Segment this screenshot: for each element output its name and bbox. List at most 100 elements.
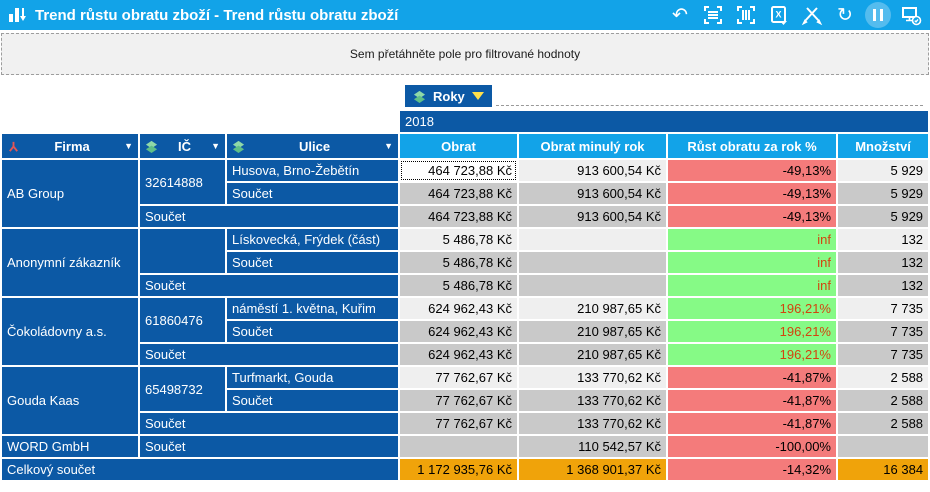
data-cell[interactable]: 196,21% — [668, 321, 836, 342]
data-cell[interactable] — [838, 436, 929, 457]
data-cell[interactable]: -100,00% — [668, 436, 836, 457]
data-cell[interactable]: 132 — [838, 275, 929, 296]
row-field-firma[interactable]: Firma ▼ — [2, 134, 138, 158]
data-cell[interactable]: 133 770,62 Kč — [519, 390, 666, 411]
data-cell[interactable]: inf — [668, 275, 836, 296]
data-cell[interactable]: 5 929 — [838, 206, 929, 227]
grand-total-cell[interactable]: -14,32% — [668, 459, 836, 480]
row-header-ic[interactable]: 61860476 — [140, 298, 225, 342]
data-cell[interactable]: 5 929 — [838, 183, 929, 204]
grand-total-cell[interactable]: 1 172 935,76 Kč — [400, 459, 517, 480]
row-header-street[interactable]: Husova, Brno-Žebětín — [227, 160, 398, 181]
data-cell[interactable] — [519, 229, 666, 250]
row-field-ic[interactable]: IČ ▼ — [140, 134, 225, 158]
data-cell[interactable]: 210 987,65 Kč — [519, 298, 666, 319]
column-field-roky[interactable]: Roky — [405, 85, 492, 107]
data-cell[interactable]: 624 962,43 Kč — [400, 344, 517, 365]
data-cell[interactable]: 77 762,67 Kč — [400, 390, 517, 411]
row-field-ulice[interactable]: Ulice ▼ — [227, 134, 398, 158]
data-cell[interactable]: 77 762,67 Kč — [400, 367, 517, 388]
subtotal-cell[interactable]: Součet — [227, 183, 398, 204]
column-drop-zone[interactable] — [495, 104, 924, 106]
data-cell[interactable]: 7 735 — [838, 298, 929, 319]
data-cell[interactable]: 132 — [838, 252, 929, 273]
data-cell[interactable]: 133 770,62 Kč — [519, 367, 666, 388]
data-cell[interactable]: 913 600,54 Kč — [519, 160, 666, 181]
data-cell[interactable]: 624 962,43 Kč — [400, 321, 517, 342]
data-cell[interactable]: inf — [668, 252, 836, 273]
grand-total-header[interactable]: Celkový součet — [2, 459, 398, 480]
collapse-columns-icon[interactable] — [733, 2, 759, 28]
measure-header-mnozstvi[interactable]: Množství — [838, 134, 929, 158]
data-cell[interactable]: 464 723,88 Kč — [400, 160, 517, 181]
row-header-street[interactable]: náměstí 1. května, Kuřim — [227, 298, 398, 319]
data-cell[interactable]: 210 987,65 Kč — [519, 321, 666, 342]
measure-header-rust-obratu[interactable]: Růst obratu za rok % — [668, 134, 836, 158]
measure-header-obrat[interactable]: Obrat — [400, 134, 517, 158]
data-cell[interactable]: 133 770,62 Kč — [519, 413, 666, 434]
data-cell[interactable]: -49,13% — [668, 160, 836, 181]
firma-dropdown-icon[interactable]: ▼ — [124, 141, 133, 151]
subtotal-cell[interactable]: Součet — [140, 275, 398, 296]
data-cell[interactable]: -41,87% — [668, 413, 836, 434]
ulice-dropdown-icon[interactable]: ▼ — [384, 141, 393, 151]
data-cell[interactable]: 132 — [838, 229, 929, 250]
data-cell[interactable]: -41,87% — [668, 367, 836, 388]
row-header-street[interactable]: Turfmarkt, Gouda — [227, 367, 398, 388]
row-header-company[interactable]: Čokoládovny a.s. — [2, 298, 138, 365]
undo-icon[interactable]: ↶ — [672, 4, 688, 26]
data-cell[interactable]: -49,13% — [668, 183, 836, 204]
data-cell[interactable]: 196,21% — [668, 298, 836, 319]
pause-icon[interactable] — [865, 2, 891, 28]
design-icon[interactable] — [799, 2, 825, 28]
data-cell[interactable]: 110 542,57 Kč — [519, 436, 666, 457]
data-cell[interactable] — [400, 436, 517, 457]
data-cell[interactable]: -41,87% — [668, 390, 836, 411]
export-excel-icon[interactable]: X — [766, 2, 792, 28]
row-header-ic[interactable]: 65498732 — [140, 367, 225, 411]
device-status-icon[interactable] — [898, 2, 924, 28]
data-cell[interactable]: 464 723,88 Kč — [400, 183, 517, 204]
filter-drop-area[interactable]: Sem přetáhněte pole pro filtrované hodno… — [1, 33, 929, 75]
data-cell[interactable]: 2 588 — [838, 413, 929, 434]
data-cell[interactable]: 2 588 — [838, 390, 929, 411]
refresh-icon[interactable]: ↻ — [837, 4, 853, 26]
field-dropdown-icon[interactable] — [471, 92, 484, 100]
grand-total-cell[interactable]: 1 368 901,37 Kč — [519, 459, 666, 480]
data-cell[interactable]: inf — [668, 229, 836, 250]
data-cell[interactable]: 2 588 — [838, 367, 929, 388]
subtotal-cell[interactable]: Součet — [140, 436, 398, 457]
row-header-company[interactable]: WORD GmbH — [2, 436, 138, 457]
row-header-ic[interactable] — [140, 229, 225, 273]
column-value-2018[interactable]: 2018 — [400, 111, 929, 132]
data-cell[interactable]: 5 486,78 Kč — [400, 229, 517, 250]
data-cell[interactable]: -49,13% — [668, 206, 836, 227]
subtotal-cell[interactable]: Součet — [227, 321, 398, 342]
data-cell[interactable]: 7 735 — [838, 321, 929, 342]
subtotal-cell[interactable]: Součet — [140, 206, 398, 227]
data-cell[interactable]: 913 600,54 Kč — [519, 183, 666, 204]
data-cell[interactable]: 77 762,67 Kč — [400, 413, 517, 434]
data-cell[interactable]: 913 600,54 Kč — [519, 206, 666, 227]
grand-total-cell[interactable]: 16 384 — [838, 459, 929, 480]
subtotal-cell[interactable]: Součet — [227, 252, 398, 273]
data-cell[interactable]: 624 962,43 Kč — [400, 298, 517, 319]
data-cell[interactable] — [519, 275, 666, 296]
data-cell[interactable]: 464 723,88 Kč — [400, 206, 517, 227]
measure-header-obrat-minuly-rok[interactable]: Obrat minulý rok — [519, 134, 666, 158]
data-cell[interactable]: 210 987,65 Kč — [519, 344, 666, 365]
row-header-ic[interactable]: 32614888 — [140, 160, 225, 204]
subtotal-cell[interactable]: Součet — [140, 413, 398, 434]
data-cell[interactable] — [519, 252, 666, 273]
subtotal-cell[interactable]: Součet — [227, 390, 398, 411]
collapse-rows-icon[interactable] — [700, 2, 726, 28]
data-cell[interactable]: 5 929 — [838, 160, 929, 181]
data-cell[interactable]: 7 735 — [838, 344, 929, 365]
row-header-company[interactable]: Anonymní zákazník — [2, 229, 138, 296]
data-cell[interactable]: 196,21% — [668, 344, 836, 365]
row-header-company[interactable]: Gouda Kaas — [2, 367, 138, 434]
row-header-street[interactable]: Lískovecká, Frýdek (část) — [227, 229, 398, 250]
ic-dropdown-icon[interactable]: ▼ — [211, 141, 220, 151]
subtotal-cell[interactable]: Součet — [140, 344, 398, 365]
data-cell[interactable]: 5 486,78 Kč — [400, 252, 517, 273]
